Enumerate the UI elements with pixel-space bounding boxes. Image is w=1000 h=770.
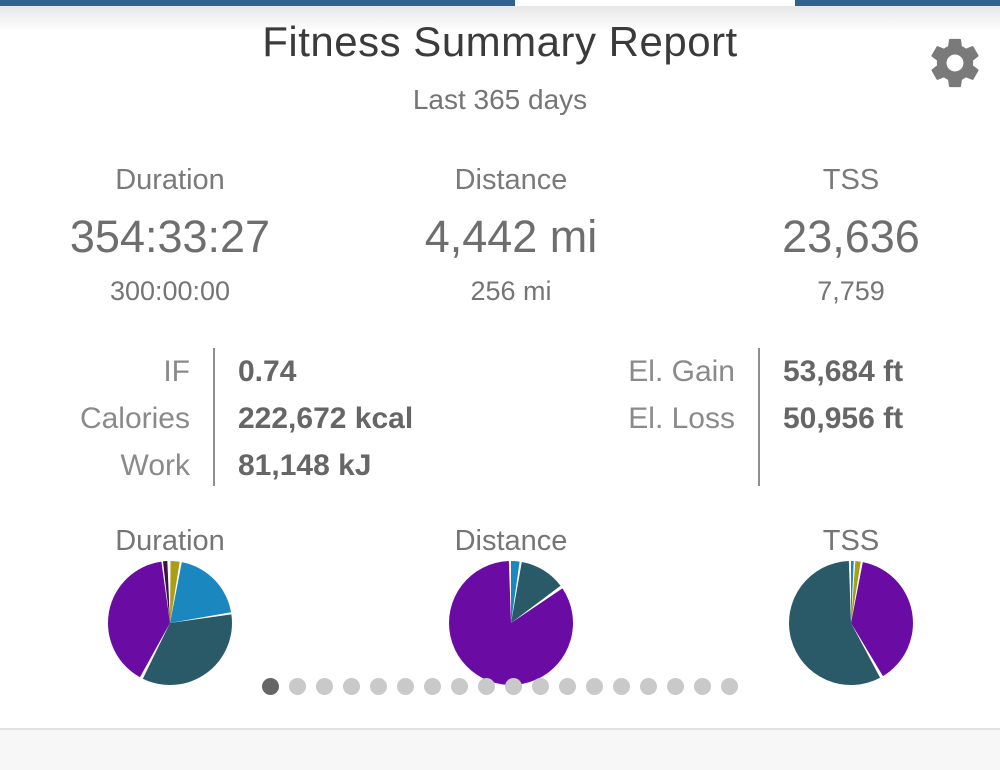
pager-dot[interactable] — [694, 678, 711, 695]
pie-slice — [851, 561, 861, 623]
pie-duration — [105, 558, 235, 688]
gear-icon — [931, 38, 979, 88]
pie-title: TSS — [822, 525, 880, 557]
vertical-divider — [758, 348, 760, 486]
pie-slice — [511, 561, 561, 623]
pager-dot[interactable] — [289, 678, 306, 695]
stat-duration: Duration 354:33:27 300:00:00 — [20, 160, 320, 310]
detail-group-left: IF Calories Work 0.74 222,672 kcal 81,14… — [40, 348, 413, 489]
pie-chart-duration[interactable]: Duration — [60, 524, 280, 688]
stat-sub-value: 300:00:00 — [109, 276, 231, 306]
pager-dot[interactable] — [451, 678, 468, 695]
pager-dot-active[interactable] — [262, 678, 279, 695]
pie-slice — [170, 562, 232, 623]
pie-slice — [449, 561, 574, 686]
stat-label: TSS — [822, 164, 880, 196]
pie-slice — [170, 561, 180, 623]
pie-slice — [107, 561, 170, 678]
stat-label: Distance — [454, 164, 568, 196]
pie-title: Distance — [454, 525, 568, 557]
pie-chart-distance[interactable]: Distance — [401, 524, 621, 688]
pager-dot[interactable] — [505, 678, 522, 695]
detail-value-elevation-loss: 50,956 ft — [783, 402, 904, 435]
pager-dot[interactable] — [424, 678, 441, 695]
pie-chart-tss[interactable]: TSS — [741, 524, 961, 688]
detail-label-calories: Calories — [79, 402, 190, 435]
pager-dot[interactable] — [532, 678, 549, 695]
pie-slice — [142, 614, 233, 686]
pager-dots — [0, 678, 1000, 695]
pager-dot[interactable] — [370, 678, 387, 695]
pager-dot[interactable] — [613, 678, 630, 695]
detail-value-work: 81,148 kJ — [238, 449, 372, 482]
pie-slice — [162, 561, 170, 623]
detail-value-calories: 222,672 kcal — [238, 402, 414, 435]
detail-label-work: Work — [120, 449, 190, 482]
pager-dot[interactable] — [721, 678, 738, 695]
report-date-range: Last 365 days — [412, 84, 588, 115]
settings-button[interactable] — [926, 34, 984, 92]
pie-tss — [786, 558, 916, 688]
pager-dot[interactable] — [559, 678, 576, 695]
detail-labels: El. Gain El. Loss — [545, 348, 735, 442]
pager-dot[interactable] — [478, 678, 495, 695]
stat-label: Duration — [115, 164, 225, 196]
detail-labels: IF Calories Work — [40, 348, 190, 489]
detail-values: 53,684 ft 50,956 ft — [783, 348, 903, 442]
pager-dot[interactable] — [640, 678, 657, 695]
top-bar — [0, 0, 1000, 6]
stat-tss: TSS 23,636 7,759 — [701, 160, 1000, 310]
detail-label-if: IF — [163, 355, 190, 388]
pie-title: Duration — [115, 525, 225, 557]
pager-dot[interactable] — [397, 678, 414, 695]
top-shade — [0, 6, 1000, 32]
page-title: Fitness Summary Report — [262, 18, 738, 65]
vertical-divider — [213, 348, 215, 486]
top-bar-gap — [515, 0, 795, 6]
pie-slice — [851, 562, 913, 677]
detail-values: 0.74 222,672 kcal 81,148 kJ — [238, 348, 413, 489]
pie-slice — [788, 561, 881, 686]
detail-label-elevation-gain: El. Gain — [628, 355, 735, 388]
pager-dot[interactable] — [586, 678, 603, 695]
pie-slice — [851, 561, 854, 623]
detail-value-if: 0.74 — [238, 355, 297, 388]
stat-distance: Distance 4,442 mi 256 mi — [361, 160, 661, 310]
detail-group-right: El. Gain El. Loss 53,684 ft 50,956 ft — [545, 348, 903, 486]
stat-value: 23,636 — [782, 211, 920, 262]
stat-value: 4,442 mi — [424, 211, 598, 262]
pager-dot[interactable] — [343, 678, 360, 695]
pager-dot[interactable] — [316, 678, 333, 695]
detail-label-elevation-loss: El. Loss — [628, 402, 735, 435]
pager-dot[interactable] — [667, 678, 684, 695]
detail-value-elevation-gain: 53,684 ft — [783, 355, 904, 388]
pie-distance — [446, 558, 576, 688]
stat-sub-value: 256 mi — [470, 276, 552, 306]
stat-sub-value: 7,759 — [817, 276, 885, 306]
pie-slice — [511, 561, 520, 623]
bottom-strip — [0, 728, 1000, 770]
stat-value: 354:33:27 — [69, 211, 271, 262]
